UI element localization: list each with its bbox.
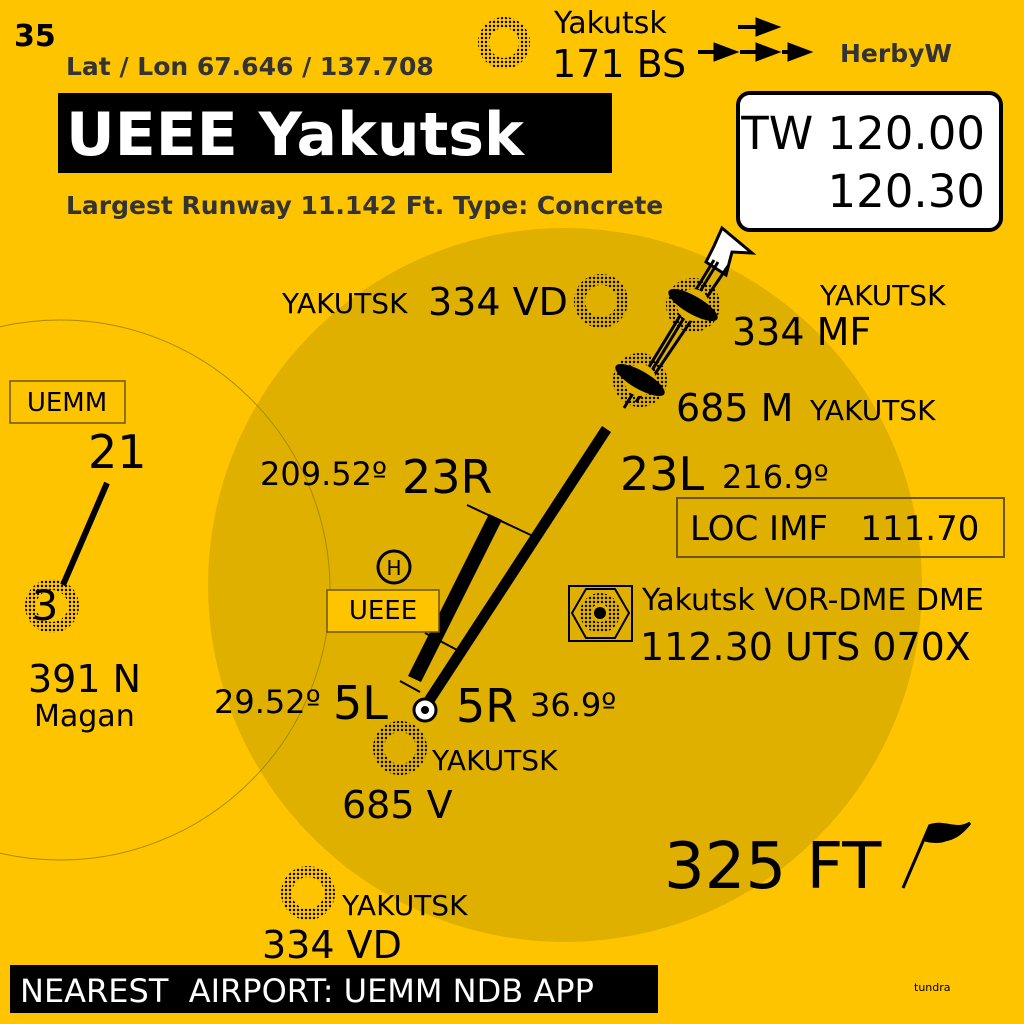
- ndb-m-name: YAKUTSK: [809, 394, 936, 427]
- vor-dme-icon: [568, 585, 633, 642]
- ndb-v-name: YAKUTSK: [431, 744, 558, 777]
- ndb-bs-name: Yakutsk: [553, 6, 667, 41]
- svg-text:H: H: [386, 556, 401, 580]
- runway-info: Largest Runway 11.142 Ft. Type: Concrete: [66, 191, 663, 220]
- vor-frequency: 112.30 UTS 070X: [640, 625, 971, 669]
- uemm-runway-3: 3: [32, 581, 59, 630]
- nearest-airport-band: [10, 965, 658, 1013]
- ndb-vd-north-name: YAKUTSK: [281, 287, 408, 320]
- heliport-icon: H: [376, 549, 412, 585]
- route-arrows-icon: [698, 17, 814, 62]
- ndb-mf-freq: 334 MF: [732, 310, 871, 354]
- ndb-vd-south-freq: 334 VD: [262, 923, 402, 967]
- loc-box: [676, 497, 1005, 558]
- ndb-v-icon: [373, 721, 427, 775]
- runway-5-connector: [424, 632, 460, 652]
- ndb-magan-name: Magan: [34, 699, 135, 734]
- ndb-magan-icon: [25, 579, 79, 633]
- tower-frequency-2: 120.30: [828, 165, 985, 218]
- author: HerbyW: [840, 39, 952, 68]
- runway-23l-heading: 216.9º: [722, 458, 829, 496]
- runway-23r-id: 23R: [402, 450, 493, 504]
- flag-icon: [901, 821, 972, 889]
- runway-23l-id: 23L: [620, 447, 705, 501]
- ndb-vd-north-freq: 334 VD: [428, 280, 568, 324]
- tower-frequency-1: TW 120.00: [740, 107, 985, 160]
- ndb-mf-name: YAKUTSK: [819, 279, 946, 312]
- airport-title: UEEE Yakutsk: [66, 100, 526, 170]
- vor-name: Yakutsk VOR-DME DME: [641, 583, 984, 618]
- ndb-bs-freq: 171 BS: [552, 42, 686, 86]
- page-number: 35: [14, 19, 56, 54]
- runway-5r-id: 5R: [456, 679, 517, 733]
- uemm-runway: [60, 481, 110, 587]
- runway-5l-id: 5L: [333, 676, 388, 730]
- nearest-airport: NEAREST AIRPORT: UEMM NDB APP: [20, 972, 594, 1010]
- ndb-vd-south-name: YAKUTSK: [341, 889, 468, 922]
- uemm-runway-21: 21: [88, 425, 147, 479]
- tower-frequency-box: [736, 91, 1003, 232]
- runway-5r-23l: [421, 426, 611, 709]
- credit: tundra: [914, 981, 951, 994]
- ndb-magan-freq: 391 N: [28, 657, 141, 701]
- ndb-bs-icon: [478, 17, 530, 69]
- ueee-label-box: [326, 589, 440, 633]
- uemm-label-box: [9, 380, 126, 424]
- lat-lon: Lat / Lon 67.646 / 137.708: [66, 52, 434, 81]
- runway-23r-heading: 209.52º: [260, 455, 387, 493]
- elevation: 325 FT: [664, 830, 882, 904]
- runway-5l-tick: [399, 680, 421, 693]
- ndb-vd-south-icon: [281, 866, 335, 920]
- ndb-v-freq: 685 V: [342, 783, 453, 827]
- loc-frequency: LOC IMF 111.70: [690, 509, 979, 549]
- runway-23-connector: [466, 504, 536, 538]
- marker-m-icon: [613, 353, 667, 407]
- runway-5l-heading: 29.52º: [214, 683, 321, 721]
- uemm-label: UEMM: [27, 388, 107, 418]
- ndb-vd-north-icon: [574, 274, 628, 328]
- runway-5l-23r: [408, 514, 502, 682]
- ndb-m-freq: 685 M: [676, 386, 793, 430]
- ueee-label: UEEE: [349, 596, 417, 626]
- marker-mf-icon: [666, 278, 720, 332]
- runway-5r-heading: 36.9º: [530, 686, 616, 724]
- airport-reference-icon: [412, 697, 438, 723]
- title-band: [58, 93, 612, 173]
